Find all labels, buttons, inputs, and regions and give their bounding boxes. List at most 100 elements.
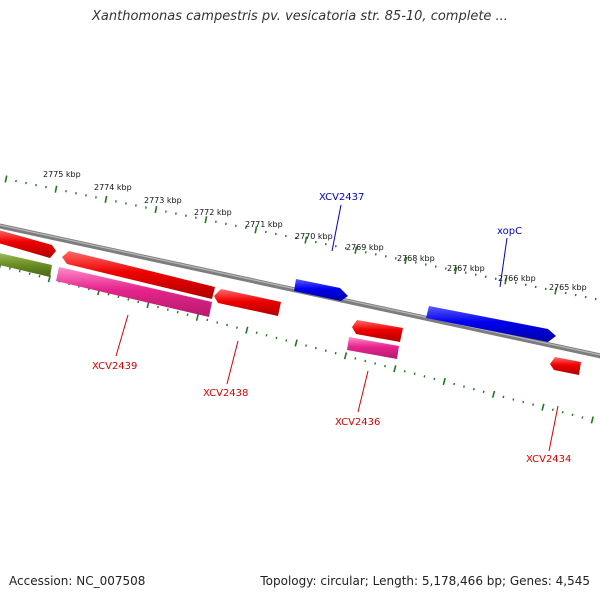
major-tick — [204, 216, 208, 224]
major-tick — [541, 403, 545, 411]
minor-tick — [472, 387, 475, 391]
label-xcv2439[interactable]: XCV2439 — [92, 361, 137, 372]
minor-tick — [571, 413, 574, 417]
gene-xcv2439[interactable] — [56, 267, 212, 317]
scale-label-2771: 2771 kbp — [245, 220, 283, 229]
leader-xcv2437 — [331, 204, 342, 252]
minor-tick — [38, 275, 41, 278]
minor-tick — [117, 295, 120, 299]
minor-tick — [374, 362, 377, 365]
minor-tick — [384, 364, 386, 368]
minor-tick — [403, 369, 406, 373]
leader-xcv2434 — [548, 405, 559, 452]
reverse-genes — [0, 251, 581, 375]
minor-tick — [166, 308, 169, 311]
minor-tick — [354, 357, 357, 360]
major-tick — [304, 236, 308, 244]
gene-xcv2437[interactable] — [294, 279, 348, 301]
minor-tick — [28, 272, 31, 275]
accession-label: Accession: NC_007508 — [9, 574, 146, 588]
major-tick — [154, 205, 158, 214]
leader-xcv2438 — [226, 340, 239, 385]
major-tick — [504, 277, 508, 285]
minor-tick — [463, 385, 465, 388]
label-leaders — [115, 204, 559, 452]
minor-tick — [8, 267, 11, 270]
minor-tick — [305, 344, 307, 347]
minor-tick — [18, 269, 21, 273]
minor-tick — [226, 323, 229, 327]
gene-xcv2438[interactable] — [214, 289, 281, 316]
minor-tick — [512, 398, 515, 401]
label-xcv2438[interactable]: XCV2438 — [203, 388, 248, 399]
minor-tick — [413, 372, 416, 376]
major-tick — [393, 365, 397, 373]
minor-tick — [334, 352, 337, 355]
major-tick — [491, 390, 496, 398]
major-tick — [554, 287, 558, 295]
scale-label-2767: 2767 kbp — [447, 264, 485, 273]
minor-tick — [275, 336, 278, 340]
label-xcv2434[interactable]: XCV2434 — [526, 454, 571, 465]
scale-label-2769: 2769 kbp — [346, 243, 384, 252]
scale-labels: 2775 kbp 2774 kbp 2773 kbp 2772 kbp 2771… — [43, 170, 587, 292]
minor-tick — [522, 400, 525, 404]
minor-tick — [324, 349, 327, 352]
minor-tick — [561, 411, 564, 414]
minor-tick — [265, 334, 268, 337]
gene-xcv2434[interactable] — [550, 357, 581, 375]
scale-label-2775: 2775 kbp — [43, 170, 81, 179]
minor-tick — [285, 339, 288, 342]
minor-tick — [235, 326, 238, 329]
gene-olive-left[interactable] — [0, 252, 52, 277]
scale-label-2773: 2773 kbp — [144, 196, 182, 205]
minor-tick — [314, 346, 317, 350]
label-xopc[interactable]: xopC — [497, 226, 522, 237]
leader-xcv2436 — [357, 370, 369, 413]
minor-tick — [551, 408, 554, 411]
minor-tick — [433, 377, 436, 381]
gene-xopc[interactable] — [426, 306, 556, 342]
minor-tick — [423, 375, 426, 378]
gene-red-2436[interactable] — [352, 320, 403, 342]
scale-label-2765: 2765 kbp — [549, 283, 587, 292]
gene-red-left-upper[interactable] — [0, 229, 56, 258]
forward-genes — [0, 229, 556, 342]
leader-xcv2439 — [115, 314, 129, 357]
major-tick — [195, 313, 200, 321]
minor-tick — [532, 403, 535, 406]
gene-red-long[interactable] — [62, 251, 215, 299]
major-tick — [294, 339, 298, 347]
minor-tick — [176, 310, 179, 314]
minor-tick — [255, 331, 258, 334]
minor-tick — [364, 359, 367, 363]
label-xcv2436[interactable]: XCV2436 — [335, 417, 380, 428]
major-tick — [4, 175, 8, 183]
major-tick — [404, 256, 408, 265]
gene-xcv2436[interactable] — [347, 337, 399, 359]
minor-tick — [581, 416, 584, 419]
major-tick — [343, 352, 348, 360]
major-tick — [54, 185, 58, 193]
leader-xopc — [499, 237, 508, 288]
outer-scale-ruler — [4, 175, 597, 301]
minor-tick — [156, 305, 159, 309]
minor-tick — [107, 292, 110, 296]
gene-labels: XCV2437 xopC XCV2439 XCV2438 XCV2436 XCV… — [92, 192, 571, 465]
minor-tick — [206, 318, 209, 322]
minor-tick — [502, 395, 505, 399]
major-tick — [245, 326, 249, 334]
scale-label-2770: 2770 kbp — [295, 232, 333, 241]
major-tick — [254, 226, 258, 234]
major-tick — [354, 246, 358, 254]
major-tick — [442, 377, 446, 386]
label-xcv2437[interactable]: XCV2437 — [319, 192, 364, 203]
scale-label-2772: 2772 kbp — [194, 208, 232, 217]
genome-stats: Topology: circular; Length: 5,178,466 bp… — [260, 574, 590, 588]
map-title: Xanthomonas campestris pv. vesicatoria s… — [92, 9, 508, 24]
scale-label-2774: 2774 kbp — [94, 183, 132, 192]
scale-label-2766: 2766 kbp — [498, 274, 536, 283]
minor-tick — [216, 321, 219, 324]
minor-tick — [453, 382, 456, 386]
